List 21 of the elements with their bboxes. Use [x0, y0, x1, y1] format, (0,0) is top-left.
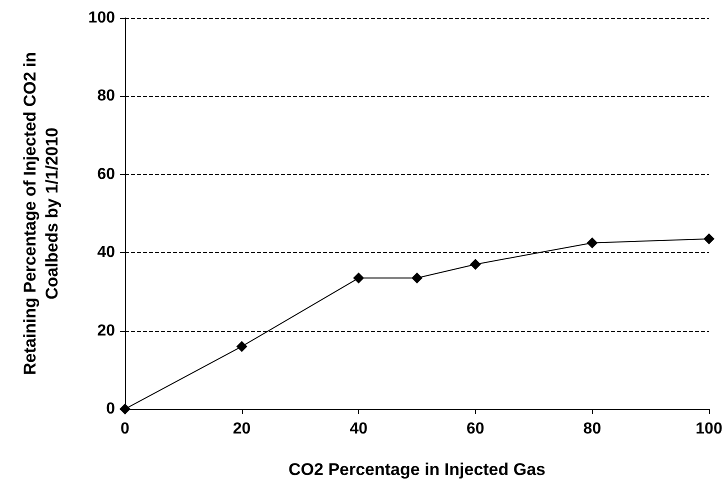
point [120, 404, 130, 414]
x-tick-label: 100 [696, 420, 722, 438]
point [353, 272, 364, 284]
x-tick-label: 60 [466, 420, 484, 438]
y-axis-title: Retaining Percentage of Injected CO2 in Coalbeds by 1/1/2010 [20, 52, 62, 376]
point [704, 233, 714, 244]
x-tick-label: 0 [120, 420, 130, 438]
point [412, 272, 422, 284]
x-axis-title: CO2 Percentage in Injected Gas [288, 460, 546, 479]
y-tick-label: 0 [106, 400, 116, 418]
y-tick-label: 40 [97, 244, 116, 262]
y-tick-label: 80 [97, 88, 116, 105]
point [236, 340, 248, 352]
x-tick-label: 40 [350, 420, 368, 438]
y-tick-label: 60 [97, 166, 116, 183]
y-tick-label: 20 [97, 322, 116, 340]
x-tick-label: 20 [232, 420, 251, 438]
point [586, 237, 598, 248]
y-tick-label: 100 [88, 10, 116, 26]
point [470, 258, 481, 270]
x-tick-label: 80 [583, 420, 602, 438]
